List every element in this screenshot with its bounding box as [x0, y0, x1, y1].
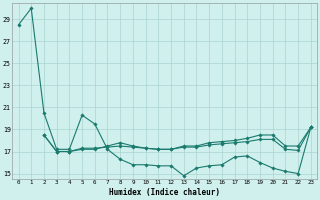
X-axis label: Humidex (Indice chaleur): Humidex (Indice chaleur): [109, 188, 220, 197]
